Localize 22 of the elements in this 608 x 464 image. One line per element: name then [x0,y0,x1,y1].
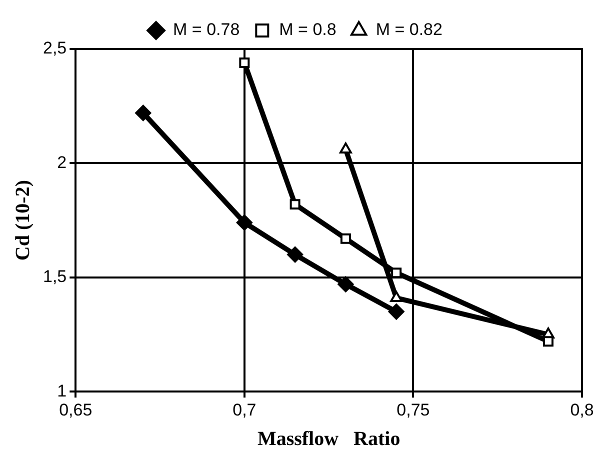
point [290,199,300,210]
legend-label: M = 0.8 [279,20,336,40]
point [543,336,554,347]
point [388,304,404,320]
point [135,104,152,121]
y-axis-title: Cd (10-2) [12,180,34,261]
x-tick-label: 0,7 [232,400,256,420]
x-axis-title: Massflow Ratio [257,428,400,450]
x-tick-label: 0,65 [59,400,92,420]
x-tick-label: 0,75 [396,400,430,420]
legend-label: M = 0.82 [376,20,442,40]
y-tick-label: 1,5 [42,267,67,286]
point [340,233,351,244]
point [338,276,354,292]
x-tick-label: 0,8 [570,400,594,420]
y-tick-label: 2,5 [42,38,67,58]
legend-label: M = 0.78 [173,20,240,40]
y-tick-label: 1 [57,381,67,400]
y-tick-label: 2 [57,152,67,172]
point [239,57,250,68]
point [287,246,304,263]
point [236,214,252,231]
